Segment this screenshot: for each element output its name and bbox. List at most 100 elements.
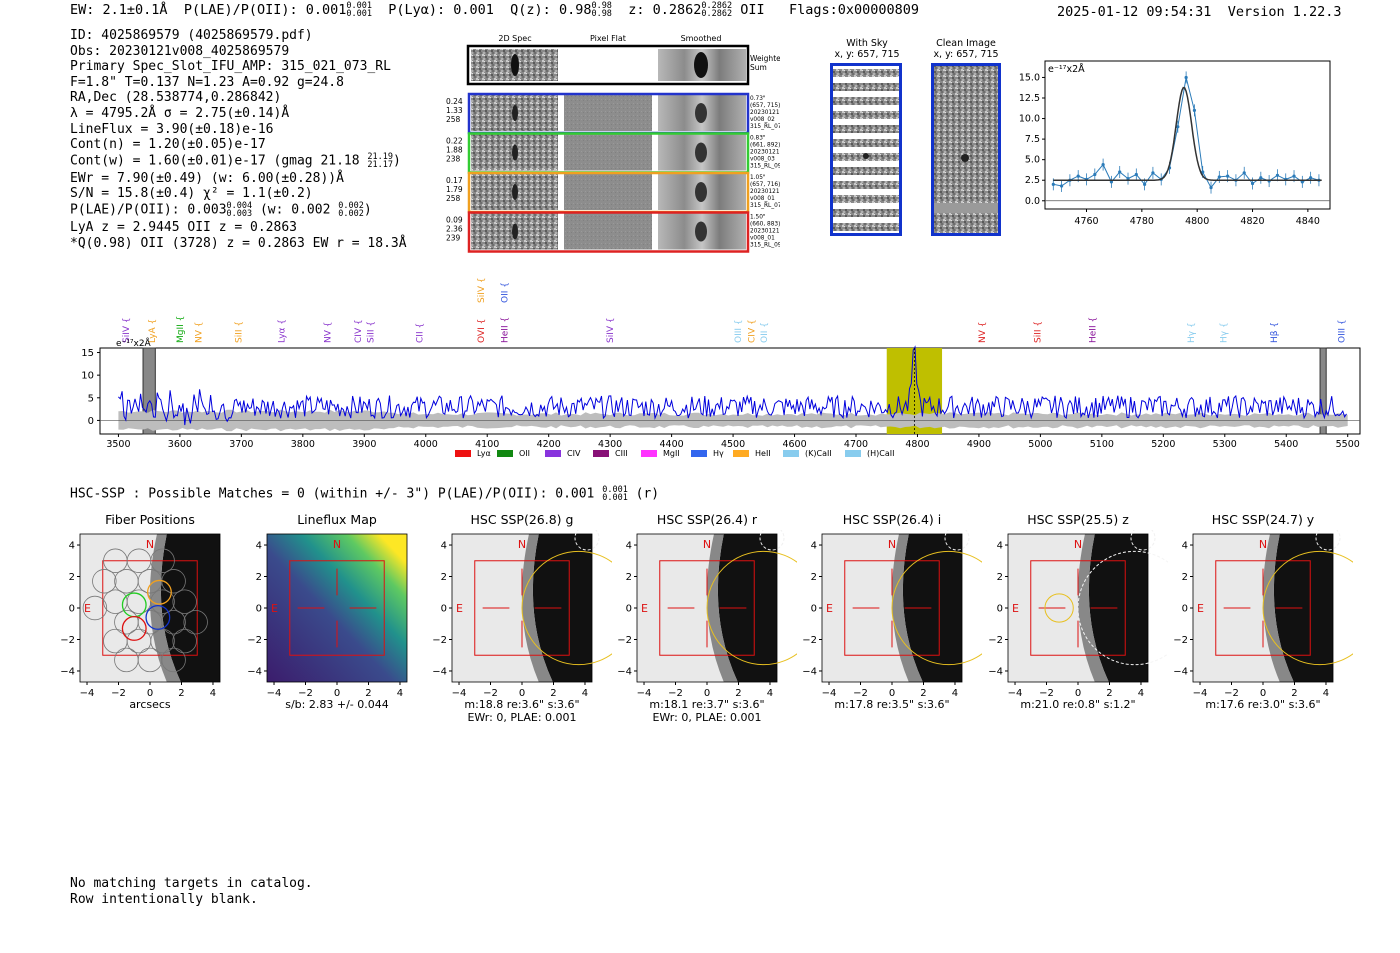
spec-cutouts: 2D Spec Pixel Flat Smoothed Weighted Sum… — [446, 34, 780, 253]
panel-xtick: 4 — [397, 688, 403, 699]
cutout-row-meta: 20230121 — [750, 189, 780, 195]
spectral-line-label: SiII { — [366, 321, 376, 343]
footer-line-2: Row intentionally blank. — [70, 891, 258, 907]
legend-swatch — [641, 450, 657, 457]
zoom-plot: e⁻¹⁷x2Å 0.0 2.5 5.0 7.5 10.0 12.5 15.0 4760 478… — [1019, 60, 1331, 227]
legend-label: (K)CaII — [805, 449, 832, 458]
spectrum-xtick: 3600 — [168, 439, 192, 450]
panel-caption: s/b: 2.83 +/- 0.044 — [285, 698, 389, 711]
cutout-row-meta: v008_03 — [750, 157, 775, 163]
panel-title: Fiber Positions — [105, 512, 195, 527]
cutout-row-stat: 258 — [446, 115, 461, 124]
panel-ytick: −2 — [1173, 635, 1188, 646]
zoom-point — [1259, 176, 1263, 180]
panel-xtick: 4 — [210, 688, 216, 699]
panel-xtick: −2 — [1224, 688, 1239, 699]
panel-xtick: 2 — [178, 688, 184, 699]
spectrum-xtick: 3500 — [106, 439, 130, 450]
zoom-frame — [1044, 60, 1331, 210]
zoom-point — [1192, 108, 1197, 112]
zoom-point — [1217, 175, 1221, 179]
ew-value: EW: 2.1±0.1Å — [70, 2, 168, 18]
clean-image — [931, 63, 1001, 236]
panel-xtick: 0 — [147, 688, 153, 699]
cutout-row-stat: 1.88 — [446, 146, 463, 155]
zoom-ytick: 5.0 — [1025, 155, 1040, 166]
zoom-xtick: 4800 — [1185, 216, 1209, 227]
spectral-line-label: NV { — [323, 322, 333, 343]
info-block: ID: 4025869579 (4025869579.pdf) Obs: 202… — [70, 28, 407, 251]
compass-e: E — [456, 602, 463, 615]
cutout-row-meta: 0.83" — [750, 136, 766, 142]
zoom-point — [1250, 181, 1255, 186]
panel-ytick: −4 — [247, 666, 262, 677]
panel-caption: m:18.8 re:3.6" s:3.6" — [464, 698, 580, 711]
spectral-line-label: CIV { — [748, 319, 758, 343]
legend-swatch — [733, 450, 749, 457]
weighted-sum-l1: Weighted — [750, 54, 780, 63]
spectral-line-label: SiIV { — [606, 317, 616, 343]
legend-swatch — [545, 450, 561, 457]
panel-xtick: 0 — [889, 688, 895, 699]
weighted-sum-l2: Sum — [750, 63, 767, 72]
cutout-row-stat: 0.17 — [446, 176, 463, 185]
cutout-row-meta: 20230121 — [750, 110, 780, 116]
panel-xtick: −2 — [483, 688, 498, 699]
panel-xtick: 4 — [952, 688, 958, 699]
spectrum-xtick: 3800 — [291, 439, 315, 450]
spectral-line-label: CIV { — [354, 319, 364, 343]
clean-image-title: Clean Image x, y: 657, 715 — [933, 38, 999, 60]
panel-xtick: 4 — [1323, 688, 1329, 699]
panel-xtick: 0 — [704, 688, 710, 699]
panel-ytick: 4 — [1182, 541, 1188, 552]
panel-xtick: 4 — [582, 688, 588, 699]
legend-swatch — [497, 450, 513, 457]
legend-label: CIII — [615, 449, 628, 458]
with-sky-title: With Sky x, y: 657, 715 — [834, 38, 900, 60]
spectrum-xtick: 4600 — [782, 439, 806, 450]
catalog-header: HSC-SSP : Possible Matches = 0 (within +… — [70, 485, 660, 503]
compass-n: N — [1259, 538, 1267, 551]
cutout-row-meta: 20230121 — [750, 229, 780, 235]
compass-n: N — [146, 538, 154, 551]
legend-swatch — [455, 450, 471, 457]
zoom-ytick: 7.5 — [1025, 134, 1040, 145]
z-line: OII — [740, 2, 765, 18]
panel-title: HSC SSP(26.8) g — [470, 512, 574, 527]
panel-caption: m:21.0 re:0.8" s:1.2" — [1020, 698, 1136, 711]
compass-n: N — [518, 538, 526, 551]
cutout-row-meta: (661, 892) — [750, 143, 780, 149]
version: Version 1.22.3 — [1227, 4, 1342, 20]
panel-ytick: −2 — [802, 635, 817, 646]
panel-xtick: 2 — [1106, 688, 1112, 699]
panel-xtick: −2 — [668, 688, 683, 699]
legend-label: MgII — [663, 449, 680, 458]
compass-e: E — [1197, 602, 1204, 615]
spectrum-xtick: 5500 — [1336, 439, 1360, 450]
lineflux: LineFlux = 3.90(±0.18)e-16 — [70, 121, 274, 137]
flux-line — [118, 345, 1347, 426]
spectrum-ytick: 0 — [88, 416, 94, 427]
sn-chi2: S/N = 15.8(±0.4) χ² = 1.1(±0.2) — [70, 186, 313, 202]
panel-title: HSC SSP(26.4) i — [842, 512, 942, 527]
zoom-point — [1184, 75, 1188, 80]
cutout-row-meta: (657, 716) — [750, 182, 780, 188]
legend-label: HeII — [755, 449, 771, 458]
zoom-point — [1201, 170, 1205, 174]
zoom-point — [1151, 171, 1155, 175]
cutout-row-meta: 20230121 — [750, 150, 780, 156]
zoom-unit: e⁻¹⁷x2Å — [1048, 63, 1085, 75]
cont-n: Cont(n) = 1.20(±0.05)e-17 — [70, 137, 266, 153]
compass-e: E — [826, 602, 833, 615]
col-smoothed: Smoothed — [681, 34, 722, 43]
zoom-point — [1226, 174, 1230, 178]
zoom-point — [1060, 184, 1064, 188]
cutout-row-meta: (657, 715) — [750, 103, 780, 109]
panel-caption-2: EWr: 0, PLAE: 0.001 — [467, 711, 577, 724]
panel-ytick: −4 — [1173, 666, 1188, 677]
spectrum-ytick: 15 — [81, 348, 94, 359]
spectrum-xtick: 4800 — [905, 439, 929, 450]
